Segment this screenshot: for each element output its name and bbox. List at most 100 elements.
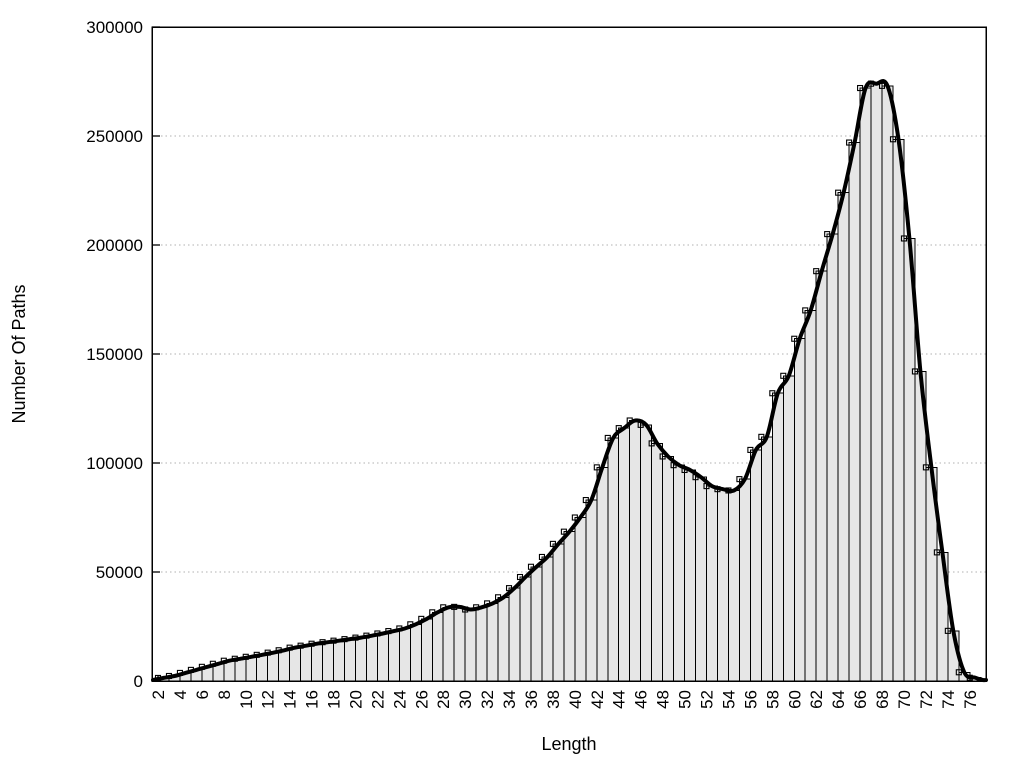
x-tick-label: 6 xyxy=(193,690,212,699)
bar-26 xyxy=(420,618,433,682)
bar-13 xyxy=(278,649,291,682)
x-tick-label: 16 xyxy=(303,690,322,709)
marker-58 xyxy=(769,390,776,397)
marker-74 xyxy=(944,627,951,634)
x-tick-label: 64 xyxy=(829,690,848,709)
marker-73 xyxy=(933,549,940,556)
x-tick-label: 58 xyxy=(763,690,782,709)
y-tick-label: 50000 xyxy=(96,563,143,582)
x-tick-label: 40 xyxy=(566,690,585,709)
bar-31 xyxy=(475,606,488,682)
marker-68 xyxy=(878,82,886,89)
y-tick-label: 250000 xyxy=(86,127,143,146)
marker-62 xyxy=(813,268,820,275)
marker-57 xyxy=(758,433,765,440)
x-tick-label: 38 xyxy=(544,690,563,709)
marker-43 xyxy=(604,434,611,441)
x-tick-label: 18 xyxy=(325,690,344,709)
bar-40 xyxy=(574,517,587,682)
x-tick-label: 66 xyxy=(851,690,870,709)
y-tick-label: 300000 xyxy=(86,18,143,37)
bar-56 xyxy=(749,449,762,682)
marker-70 xyxy=(900,235,908,242)
x-tick-label: 4 xyxy=(171,690,190,699)
y-tick-label: 200000 xyxy=(86,236,143,255)
bar-11 xyxy=(256,654,269,682)
bar-38 xyxy=(552,543,565,682)
x-tick-label: 70 xyxy=(895,690,914,709)
x-tick-label: 10 xyxy=(237,690,256,709)
x-tick-label: 30 xyxy=(456,690,475,709)
y-tick-labels: 0 50000 100000 150000 200000 250000 300000 xyxy=(86,18,143,691)
bar-67 xyxy=(870,83,883,682)
x-tick-label: 60 xyxy=(785,690,804,709)
bar-34 xyxy=(508,587,521,682)
marker-39 xyxy=(560,528,567,535)
x-tick-label: 56 xyxy=(741,690,760,709)
x-tick-label: 52 xyxy=(698,690,717,709)
x-tick-label: 46 xyxy=(632,690,651,709)
bar-28 xyxy=(442,606,455,682)
frequency-curve xyxy=(151,79,988,683)
y-tick-label: 0 xyxy=(134,672,143,691)
marker-63 xyxy=(824,231,831,238)
bar-32 xyxy=(486,602,499,682)
bar-17 xyxy=(322,641,335,682)
bar-39 xyxy=(563,531,576,682)
marker-75 xyxy=(955,669,962,676)
bar-63 xyxy=(826,233,839,682)
x-axis-title: Length xyxy=(541,734,596,754)
bar-42 xyxy=(596,466,609,682)
marker-48 xyxy=(659,453,666,460)
x-tick-label: 68 xyxy=(873,690,892,709)
x-tick-label: 20 xyxy=(346,690,365,709)
bar-65 xyxy=(848,142,861,682)
bar-54 xyxy=(727,489,740,682)
bar-44 xyxy=(618,427,631,682)
x-tick-label: 36 xyxy=(522,690,541,709)
x-tick-label: 24 xyxy=(390,690,409,709)
marker-72 xyxy=(922,464,929,471)
bar-37 xyxy=(541,556,554,682)
bar-22 xyxy=(376,632,389,682)
bar-59 xyxy=(782,375,795,682)
bar-62 xyxy=(815,270,828,682)
bar-55 xyxy=(738,478,751,682)
bar-49 xyxy=(673,464,686,682)
marker-42 xyxy=(593,464,600,471)
bar-69 xyxy=(892,138,905,682)
marker-61 xyxy=(802,307,809,314)
marker-56 xyxy=(747,446,754,453)
x-tick-label: 48 xyxy=(654,690,673,709)
x-tick-label: 42 xyxy=(588,690,607,709)
bar-43 xyxy=(607,437,620,682)
x-tick-label: 12 xyxy=(259,690,278,709)
x-tick-label: 26 xyxy=(412,690,431,709)
bar-48 xyxy=(662,455,675,682)
bar-57 xyxy=(760,436,773,682)
bar-19 xyxy=(343,638,356,682)
x-tick-label: 34 xyxy=(500,690,519,709)
marker-38 xyxy=(549,540,556,547)
marker-47 xyxy=(648,440,655,447)
x-tick-label: 50 xyxy=(676,690,695,709)
bar-10 xyxy=(245,656,258,682)
x-tick-label: 28 xyxy=(434,690,453,709)
bar-27 xyxy=(431,611,444,682)
bar-46 xyxy=(640,424,653,682)
marker-66 xyxy=(857,84,864,92)
x-tick-label: 14 xyxy=(281,690,300,709)
bar-64 xyxy=(837,192,850,682)
marker-55 xyxy=(736,476,743,483)
bar-52 xyxy=(706,485,718,682)
plot-frame xyxy=(151,26,987,682)
marker-60 xyxy=(791,335,798,342)
marker-35 xyxy=(516,573,524,581)
x-tick-label: 22 xyxy=(368,690,387,709)
bar-23 xyxy=(387,630,400,682)
bar-51 xyxy=(695,476,708,682)
bar-20 xyxy=(354,637,367,682)
x-tick-label: 8 xyxy=(215,690,234,699)
